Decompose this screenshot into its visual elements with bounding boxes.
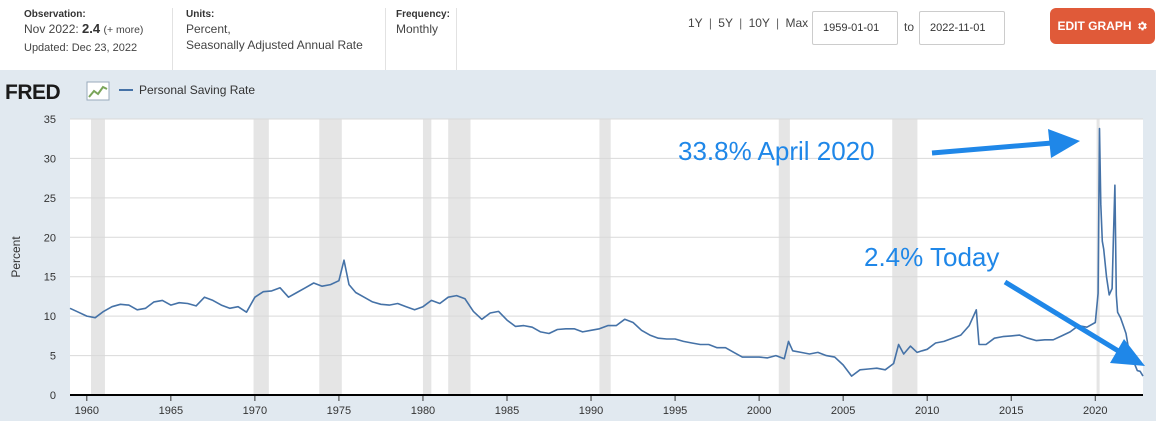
x-axis-ticks: 1960 1965 1970 1975 1980 1985 1990 1995 2000 2005… <box>75 395 1108 417</box>
annotation-peak: 33.8% April 2020 <box>678 136 875 166</box>
y-tick-label: 0 <box>50 390 56 402</box>
units-block: Units: Percent, Seasonally Adjusted Annu… <box>172 8 386 70</box>
recession-band <box>91 119 105 395</box>
recession-band <box>778 119 790 395</box>
units-line-2: Seasonally Adjusted Annual Rate <box>186 38 363 52</box>
recession-band <box>599 119 611 395</box>
updated-date: Updated: Dec 23, 2022 <box>24 42 138 54</box>
x-tick-label: 1995 <box>663 405 687 417</box>
x-tick-label: 1990 <box>579 405 603 417</box>
y-tick-label: 5 <box>50 351 56 363</box>
range-separator: | <box>708 16 712 30</box>
fred-logo: FRED <box>5 81 61 104</box>
range-separator: | <box>739 16 743 30</box>
observation-value: 2.4 <box>82 21 101 36</box>
observation-block: Observation: Nov 2022: 2.4 (+ more) Upda… <box>24 8 174 70</box>
annotation-today: 2.4% Today <box>864 242 1000 272</box>
start-date-input[interactable] <box>812 11 898 45</box>
edit-graph-button[interactable]: EDIT GRAPH <box>1050 8 1155 44</box>
y-tick-label: 10 <box>44 311 56 323</box>
x-tick-label: 2020 <box>1083 405 1107 417</box>
range-10y-link[interactable]: 10Y <box>748 16 770 30</box>
recession-band <box>448 119 471 395</box>
x-tick-label: 1970 <box>243 405 267 417</box>
x-tick-label: 2010 <box>915 405 939 417</box>
x-tick-label: 2000 <box>747 405 771 417</box>
range-max-link[interactable]: Max <box>785 16 809 30</box>
gear-icon <box>1137 21 1147 31</box>
x-tick-label: 2005 <box>831 405 855 417</box>
y-axis-ticks: 0 5 10 15 20 25 30 35 <box>44 114 56 402</box>
date-range-shortcuts: 1Y | 5Y | 10Y | Max <box>688 16 808 30</box>
recession-band <box>319 119 342 395</box>
gridlines <box>70 118 1143 357</box>
observation-date: Nov 2022: <box>24 22 79 36</box>
range-separator: | <box>776 16 780 30</box>
y-tick-label: 15 <box>44 272 56 284</box>
units-label: Units: <box>186 9 215 20</box>
observation-label: Observation: <box>24 9 86 20</box>
fred-chart-logo-icon <box>86 81 110 101</box>
end-date-input[interactable] <box>919 11 1005 45</box>
annotation-arrow-today <box>1003 279 1145 366</box>
x-tick-label: 1965 <box>159 405 183 417</box>
edit-graph-label: EDIT GRAPH <box>1057 19 1132 33</box>
range-1y-link[interactable]: 1Y <box>688 16 703 30</box>
y-tick-label: 30 <box>44 153 56 165</box>
observation-line: Nov 2022: 2.4 (+ more) <box>24 21 174 38</box>
annotation-arrow-peak <box>931 129 1080 158</box>
range-5y-link[interactable]: 5Y <box>718 16 733 30</box>
y-tick-label: 25 <box>44 193 56 205</box>
recession-shading <box>91 119 1100 395</box>
x-tick-label: 1985 <box>495 405 519 417</box>
to-label: to <box>904 20 915 34</box>
frequency-block: Frequency: Monthly <box>385 8 457 70</box>
x-tick-label: 1960 <box>75 405 99 417</box>
series-line-personal-saving-rate <box>69 127 1144 377</box>
legend-swatch <box>119 89 133 91</box>
legend-entry[interactable]: Personal Saving Rate <box>139 83 256 97</box>
x-tick-label: 1975 <box>327 405 351 417</box>
frequency-label: Frequency: <box>396 9 450 20</box>
recession-band <box>422 119 432 395</box>
y-axis-label: Percent <box>9 236 23 278</box>
x-tick-label: 1980 <box>411 405 435 417</box>
units-line-1: Percent, <box>186 22 231 36</box>
frequency-value: Monthly <box>396 22 439 36</box>
y-tick-label: 20 <box>44 232 56 244</box>
y-tick-label: 35 <box>44 114 56 126</box>
observation-more-link[interactable]: (+ more) <box>103 24 144 36</box>
x-tick-label: 2015 <box>999 405 1023 417</box>
series-header: Observation: Nov 2022: 2.4 (+ more) Upda… <box>0 0 1156 70</box>
recession-band <box>253 119 269 395</box>
